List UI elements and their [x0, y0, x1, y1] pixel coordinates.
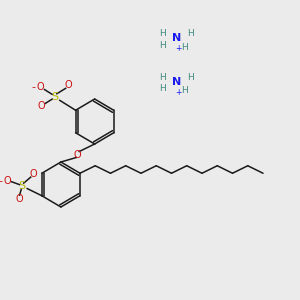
- Text: +: +: [175, 88, 182, 97]
- Text: O: O: [15, 194, 23, 204]
- Text: H: H: [159, 73, 166, 82]
- Text: -: -: [0, 176, 3, 186]
- Text: H: H: [181, 86, 188, 95]
- Text: S: S: [51, 92, 58, 102]
- Text: H: H: [159, 84, 166, 93]
- Text: H: H: [159, 29, 166, 38]
- Text: O: O: [3, 176, 11, 186]
- Text: H: H: [159, 40, 166, 50]
- Text: -: -: [32, 82, 36, 92]
- Text: O: O: [74, 149, 82, 160]
- Text: O: O: [37, 82, 44, 92]
- Text: N: N: [172, 76, 182, 87]
- Text: H: H: [188, 29, 194, 38]
- Text: O: O: [38, 101, 45, 111]
- Text: O: O: [30, 169, 38, 179]
- Text: +: +: [175, 44, 182, 53]
- Text: S: S: [18, 181, 26, 191]
- Text: H: H: [188, 73, 194, 82]
- Text: H: H: [181, 43, 188, 52]
- Text: O: O: [65, 80, 72, 90]
- Text: N: N: [172, 33, 182, 43]
